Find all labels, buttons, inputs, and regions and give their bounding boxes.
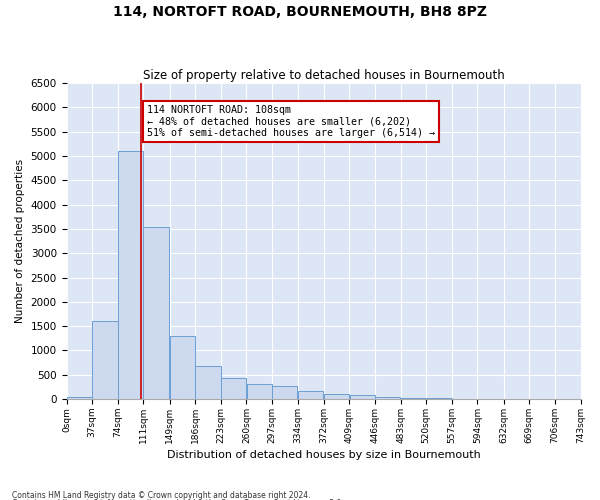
Bar [143, 226, 169, 399]
Bar [92, 322, 118, 399]
Bar [427, 398, 452, 399]
Title: Size of property relative to detached houses in Bournemouth: Size of property relative to detached ho… [143, 69, 505, 82]
Bar [401, 398, 426, 399]
Bar [67, 396, 92, 399]
Bar [196, 366, 221, 399]
Bar [170, 336, 195, 399]
Bar [298, 392, 323, 399]
X-axis label: Distribution of detached houses by size in Bournemouth: Distribution of detached houses by size … [167, 450, 481, 460]
Bar [247, 384, 272, 399]
Bar [324, 394, 349, 399]
Text: Contains HM Land Registry data © Crown copyright and database right 2024.: Contains HM Land Registry data © Crown c… [12, 490, 311, 500]
Bar [375, 396, 400, 399]
Y-axis label: Number of detached properties: Number of detached properties [15, 159, 25, 323]
Text: 114, NORTOFT ROAD, BOURNEMOUTH, BH8 8PZ: 114, NORTOFT ROAD, BOURNEMOUTH, BH8 8PZ [113, 5, 487, 19]
Bar [272, 386, 298, 399]
Text: 114 NORTOFT ROAD: 108sqm
← 48% of detached houses are smaller (6,202)
51% of sem: 114 NORTOFT ROAD: 108sqm ← 48% of detach… [147, 105, 435, 138]
Text: Contains public sector information licensed under the Open Government Licence v3: Contains public sector information licen… [12, 499, 344, 500]
Bar [350, 394, 375, 399]
Bar [118, 151, 143, 399]
Bar [221, 378, 246, 399]
